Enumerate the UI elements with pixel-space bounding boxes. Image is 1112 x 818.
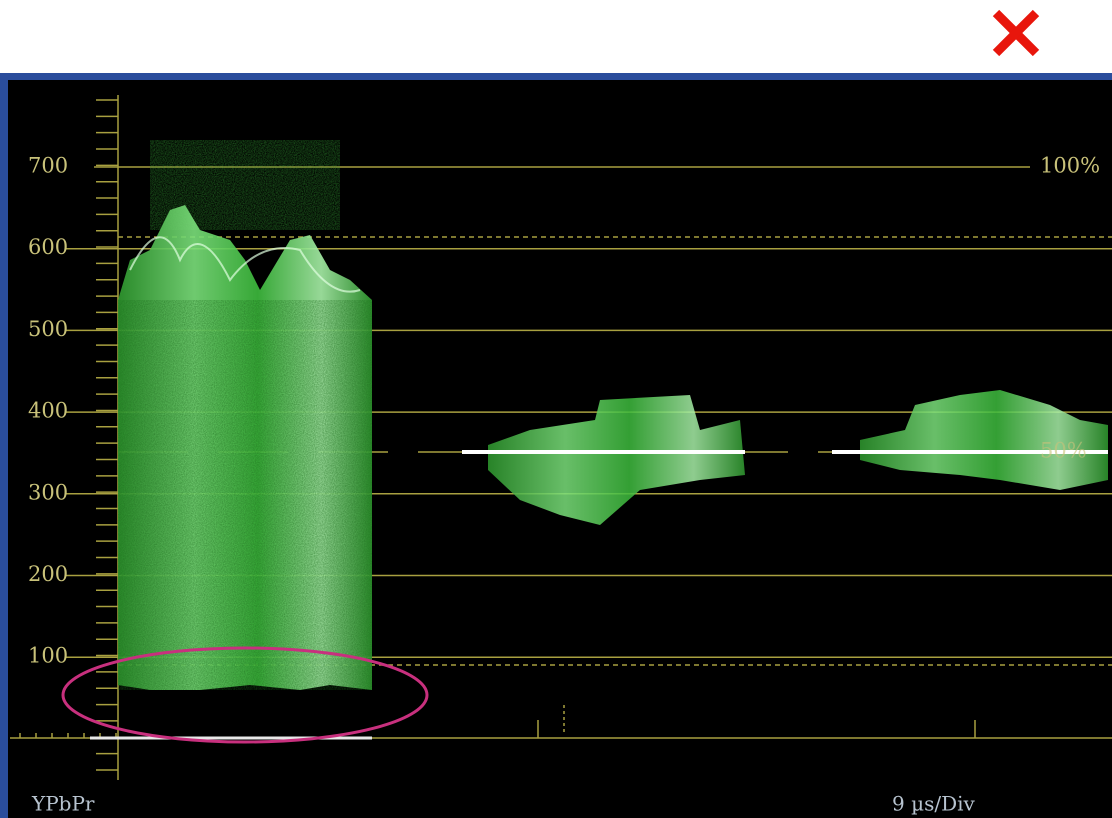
highlight-ellipse [61,646,429,744]
scale-label: 500 [28,317,68,341]
timebase-label: 9 µs/Div [892,792,976,816]
mid-marker: 50% [1040,439,1087,463]
waveform-trace [90,140,1108,740]
close-button[interactable] [992,9,1040,57]
scale-label: 100 [28,644,68,668]
format-label: YPbPr [31,792,95,816]
top-marker: 100% [1040,154,1100,178]
scale-label: 400 [28,399,68,423]
scale-label: 700 [28,154,68,178]
scale-label: 200 [28,562,68,586]
scale-label: 300 [28,480,68,504]
scale-label: 600 [28,235,68,259]
